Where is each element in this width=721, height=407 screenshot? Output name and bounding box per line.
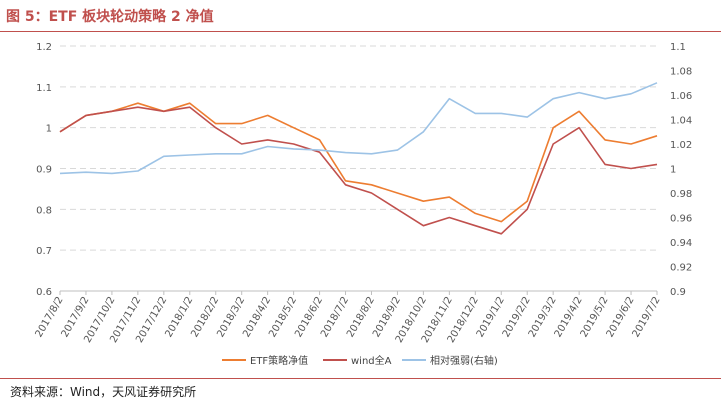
left-tick-label: 1.2 — [36, 42, 52, 53]
chart-title: 图 5：ETF 板块轮动策略 2 净值 — [6, 9, 214, 25]
legend-label: wind全A — [351, 354, 392, 367]
title-divider — [0, 31, 721, 32]
right-tick-label: 0.92 — [670, 263, 692, 274]
source-divider — [0, 378, 721, 379]
legend: ETF策略净值 wind全A 相对强弱(右轴) — [222, 354, 498, 367]
left-tick-label: 0.7 — [36, 246, 52, 257]
series-line-1 — [59, 106, 658, 235]
right-tick-label: 0.94 — [670, 238, 692, 249]
x-axis: 2017/8/22017/9/22017/10/22017/11/22017/1… — [34, 291, 663, 345]
right-tick-label: 1.06 — [670, 91, 692, 102]
grid-layer — [60, 45, 657, 292]
left-tick-label: 1 — [46, 124, 52, 135]
source-note: 资料来源：Wind，天风证券研究所 — [10, 385, 197, 399]
series-line-2 — [59, 82, 658, 175]
chart-canvas: 0.6 0.7 0.8 0.9 1 1.1 1.2 0.9 0.92 0.94 0.96 0.98 1… — [34, 42, 693, 367]
left-tick-label: 0.9 — [36, 165, 52, 176]
right-tick-label: 1.1 — [670, 42, 686, 53]
right-axis: 0.9 0.92 0.94 0.96 0.98 1 1.02 1.04 1.06 1.08 1.1 — [670, 42, 692, 298]
title-bar: 图 5：ETF 板块轮动策略 2 净值 — [0, 0, 721, 34]
right-tick-label: 1.04 — [670, 116, 692, 127]
right-tick-label: 1.02 — [670, 140, 692, 151]
legend-label: ETF策略净值 — [250, 354, 308, 367]
legend-label: 相对强弱(右轴) — [430, 354, 498, 367]
right-tick-label: 1.08 — [670, 67, 692, 78]
right-tick-label: 0.98 — [670, 189, 692, 200]
left-tick-label: 0.6 — [36, 287, 52, 298]
left-axis: 0.6 0.7 0.8 0.9 1 1.1 1.2 — [36, 42, 52, 298]
series-line-0 — [59, 102, 658, 223]
right-tick-label: 1 — [670, 165, 676, 176]
right-tick-label: 0.9 — [670, 287, 686, 298]
left-tick-label: 0.8 — [36, 205, 52, 216]
right-tick-label: 0.96 — [670, 214, 692, 225]
left-tick-label: 1.1 — [36, 83, 52, 94]
series-layer — [59, 82, 658, 235]
